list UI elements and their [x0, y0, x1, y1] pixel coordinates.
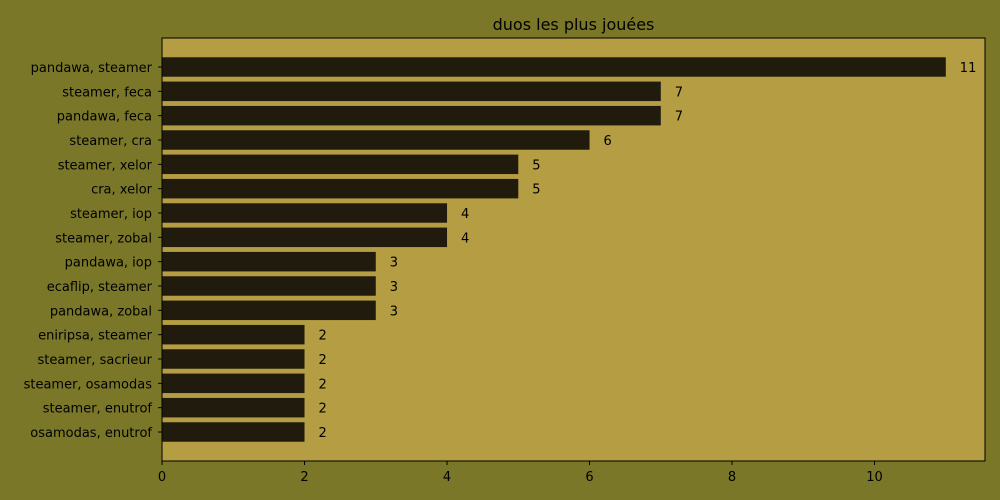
y-tick-label: ecaflip, steamer	[47, 280, 153, 295]
x-tick-label: 2	[300, 470, 308, 485]
bar-value-label: 7	[675, 85, 683, 100]
bar-value-label: 3	[390, 256, 398, 271]
y-tick-label: steamer, feca	[62, 85, 152, 100]
y-tick-label: steamer, xelor	[58, 158, 153, 173]
bar	[162, 373, 305, 394]
bar	[162, 105, 661, 126]
bar	[162, 227, 448, 248]
bar	[162, 349, 305, 369]
bar	[162, 203, 448, 223]
x-tick-label: 6	[585, 470, 593, 485]
bar	[162, 178, 519, 199]
y-tick-label: steamer, osamodas	[24, 377, 153, 392]
bar-value-label: 4	[461, 207, 469, 222]
plot-area	[162, 38, 985, 461]
bar	[162, 324, 305, 345]
y-tick-label: steamer, iop	[70, 207, 152, 222]
bar-value-label: 3	[390, 280, 398, 295]
y-tick-label: steamer, enutrof	[43, 402, 153, 417]
y-tick-label: steamer, sacrieur	[37, 353, 152, 368]
y-tick-label: steamer, zobal	[55, 231, 152, 246]
y-tick-label: pandawa, zobal	[50, 304, 152, 319]
x-tick-label: 10	[866, 470, 883, 485]
bar-value-label: 11	[960, 61, 977, 76]
bar	[162, 422, 305, 442]
y-tick-label: osamodas, enutrof	[30, 426, 152, 441]
x-tick-label: 0	[158, 470, 166, 485]
y-tick-label: pandawa, feca	[57, 110, 152, 125]
bar	[162, 397, 305, 418]
chart-title: duos les plus jouées	[493, 15, 655, 34]
y-tick-label: steamer, cra	[69, 134, 152, 149]
bar-value-label: 5	[532, 183, 540, 198]
bar-value-label: 2	[319, 353, 327, 368]
bar-value-label: 6	[604, 134, 612, 149]
bar-value-label: 2	[319, 426, 327, 441]
x-tick-label: 8	[728, 470, 736, 485]
bar-value-label: 5	[532, 158, 540, 173]
bar	[162, 251, 376, 272]
bar	[162, 81, 661, 102]
plot-frame	[161, 37, 986, 462]
y-tick-label: pandawa, steamer	[31, 61, 153, 76]
bar-value-label: 7	[675, 110, 683, 125]
y-tick-label: eniripsa, steamer	[38, 329, 153, 344]
bar-value-label: 2	[319, 329, 327, 344]
bar-value-label: 2	[319, 377, 327, 392]
bar	[162, 130, 590, 150]
x-tick-label: 4	[443, 470, 451, 485]
bar	[162, 276, 376, 296]
bar-value-label: 4	[461, 231, 469, 246]
bar-value-label: 2	[319, 402, 327, 417]
bar-value-label: 3	[390, 304, 398, 319]
bar	[162, 154, 519, 175]
y-tick-label: cra, xelor	[91, 183, 153, 198]
y-tick-label: pandawa, iop	[65, 256, 152, 271]
bar	[162, 300, 376, 321]
bar	[162, 57, 946, 77]
